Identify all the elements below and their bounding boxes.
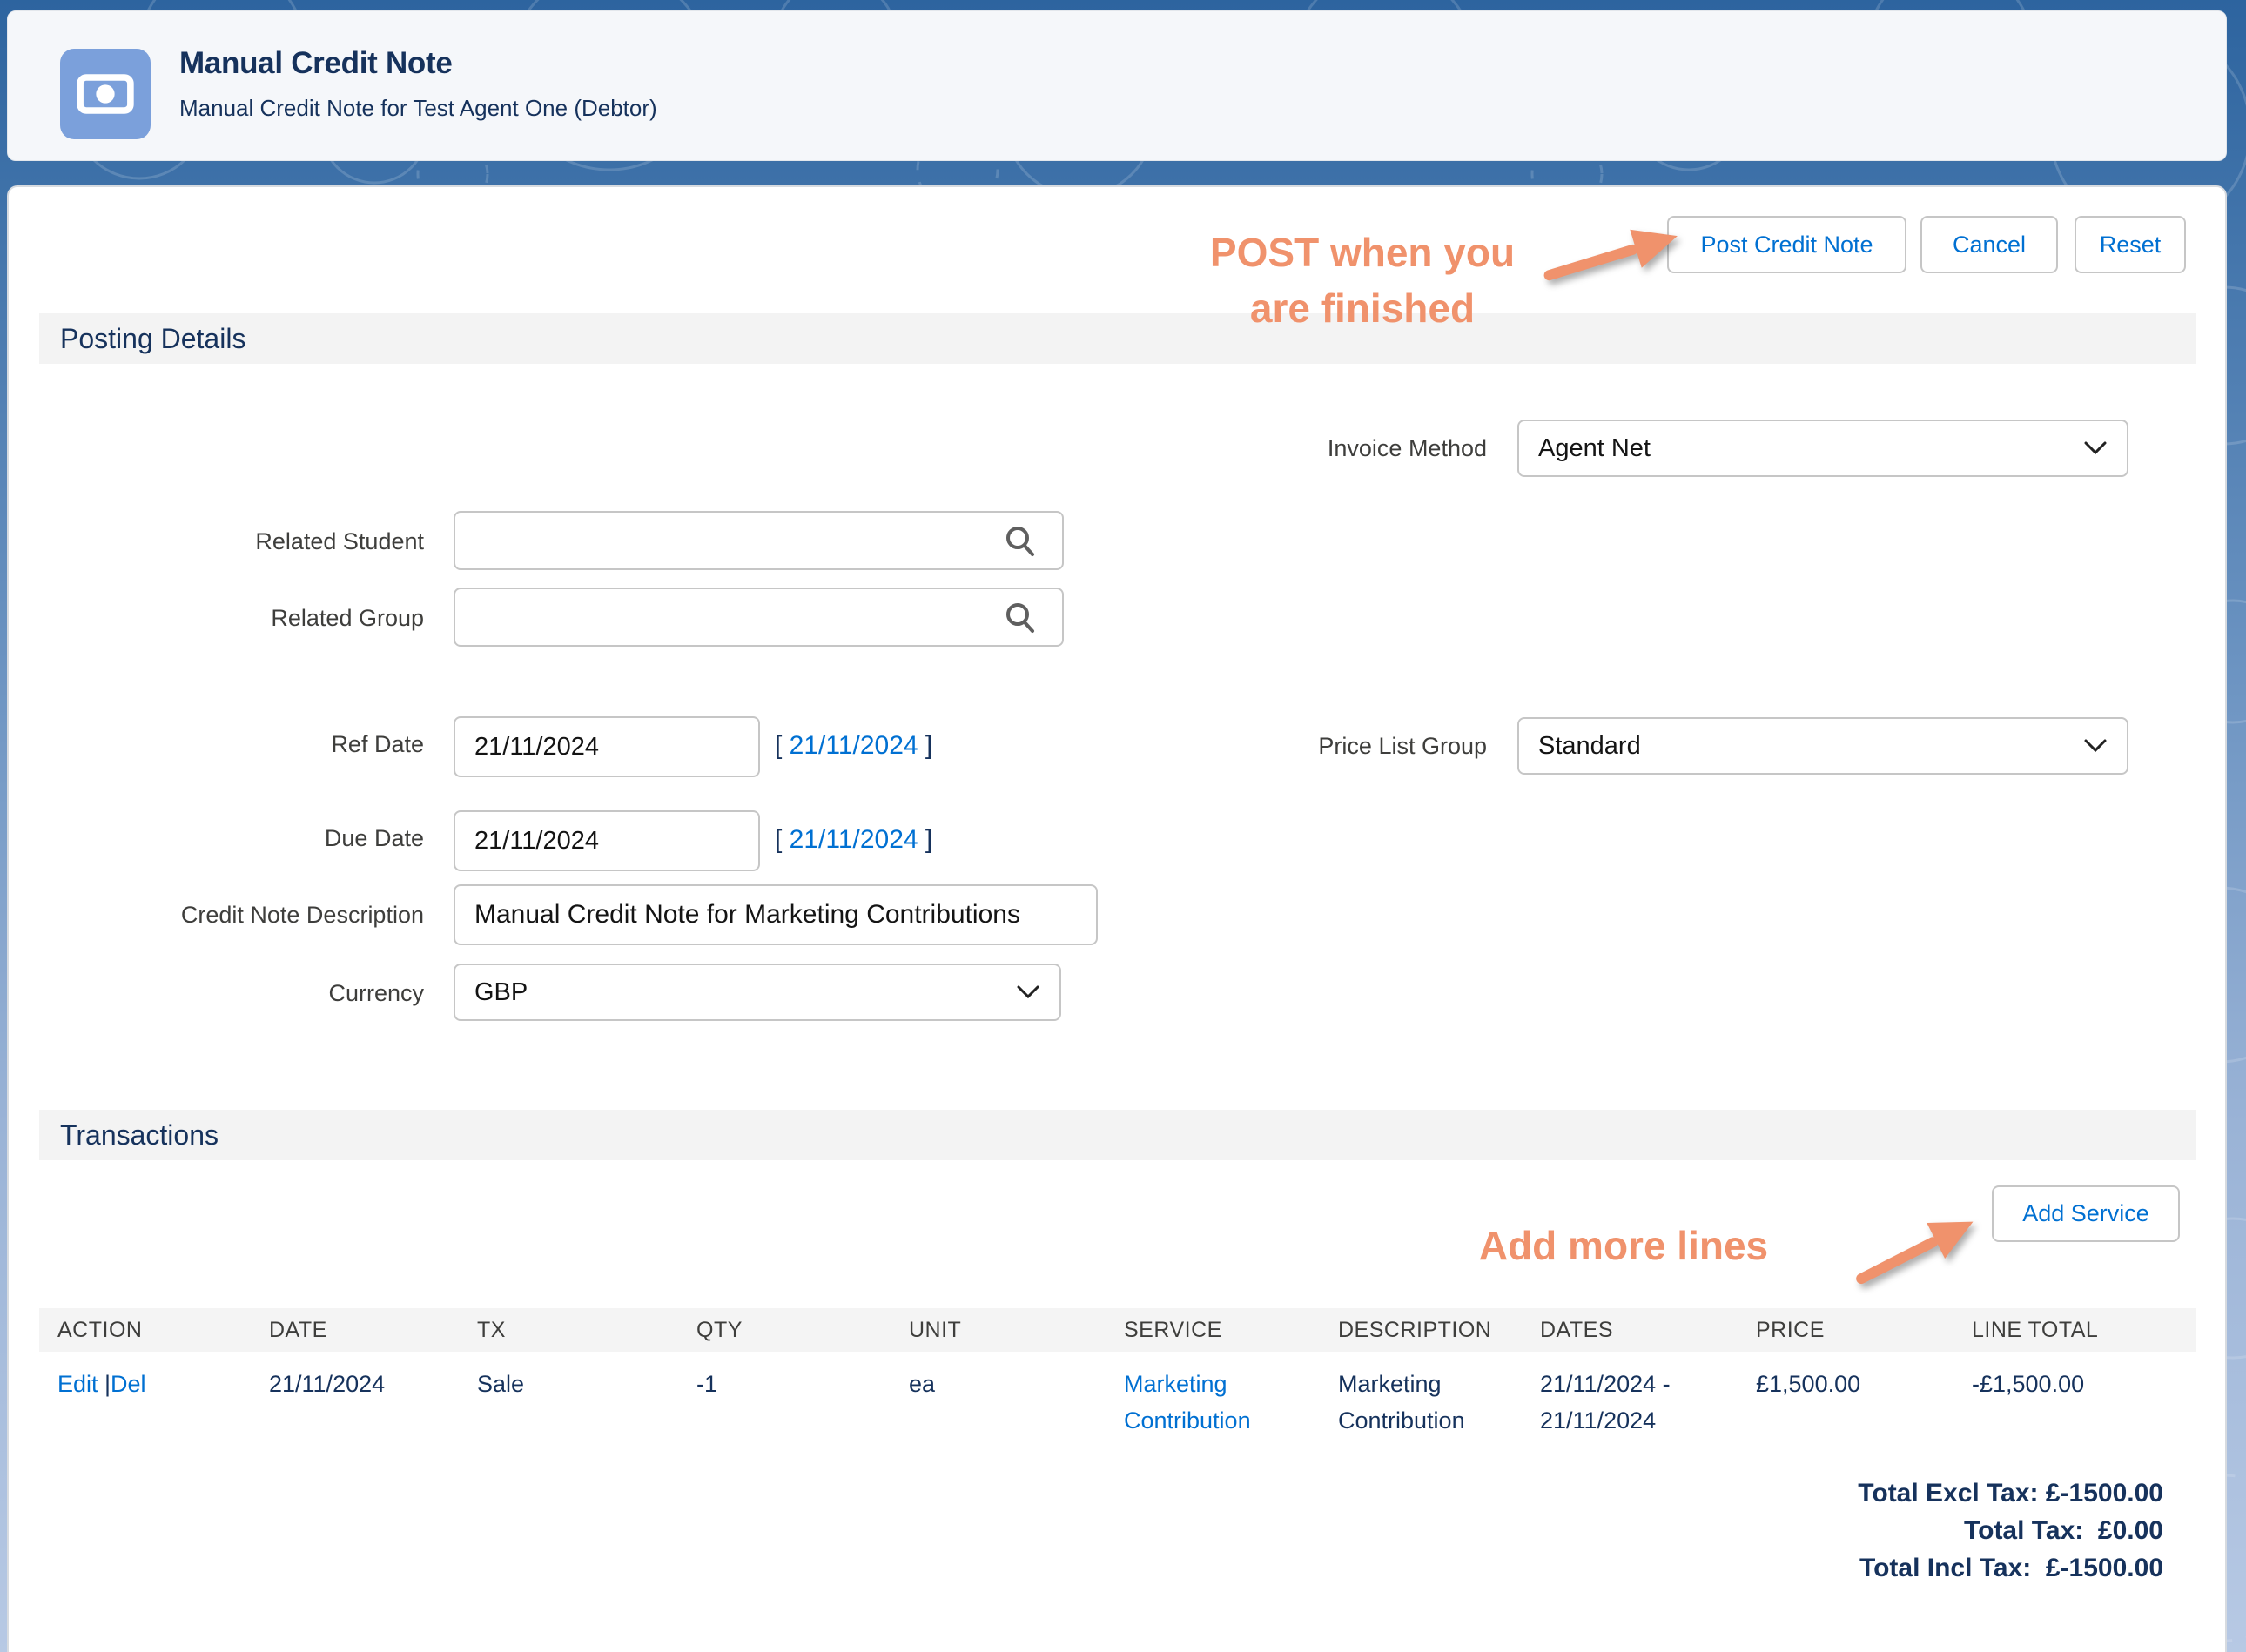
service-link[interactable]: Marketing Contribution bbox=[1124, 1371, 1251, 1434]
credit-note-description-input[interactable] bbox=[454, 884, 1098, 945]
col-header-tx: TX bbox=[459, 1308, 678, 1352]
ref-date-label: Ref Date bbox=[331, 731, 424, 757]
totals-block: Total Excl Tax: £-1500.00 Total Tax: £0.… bbox=[1858, 1474, 2163, 1587]
del-link[interactable]: Del bbox=[111, 1371, 146, 1397]
ref-date-today-link[interactable]: 21/11/2024 bbox=[789, 731, 918, 760]
total-tax: Total Tax: £0.00 bbox=[1964, 1516, 2163, 1545]
table-row: Edit |Del 21/11/2024 Sale -1 ea Marketin… bbox=[39, 1352, 2196, 1439]
ref-date-input[interactable] bbox=[454, 716, 760, 777]
banknote-icon bbox=[60, 49, 151, 139]
edit-link[interactable]: Edit bbox=[57, 1371, 98, 1397]
due-date-label: Due Date bbox=[324, 825, 424, 851]
col-header-service: SERVICE bbox=[1106, 1308, 1320, 1352]
transactions-table: ACTION DATE TX QTY UNIT SERVICE DESCRIPT… bbox=[39, 1308, 2196, 1439]
search-icon[interactable] bbox=[1003, 601, 1038, 635]
col-header-line-total: LINE TOTAL bbox=[1953, 1308, 2196, 1352]
service-cell: Marketing Contribution bbox=[1106, 1352, 1320, 1439]
date-cell: 21/11/2024 bbox=[269, 1371, 386, 1397]
col-header-date: DATE bbox=[251, 1308, 459, 1352]
col-header-price: PRICE bbox=[1738, 1308, 1953, 1352]
chevron-down-icon bbox=[2084, 441, 2107, 455]
col-header-unit: UNIT bbox=[891, 1308, 1106, 1352]
annotation-post-note: POST when you are finished bbox=[1209, 230, 1516, 331]
annotation-arrow-post bbox=[1543, 229, 1678, 281]
col-header-description: DESCRIPTION bbox=[1320, 1308, 1522, 1352]
unit-cell: ea bbox=[909, 1371, 936, 1397]
col-header-action: ACTION bbox=[39, 1308, 251, 1352]
invoice-method-label: Invoice Method bbox=[1327, 435, 1487, 461]
related-student-input[interactable] bbox=[454, 511, 1064, 570]
page-title: Manual Credit Note bbox=[179, 46, 453, 80]
chevron-down-icon bbox=[1017, 985, 1039, 999]
cancel-button[interactable]: Cancel bbox=[1920, 216, 2058, 273]
ref-date-shortcut: [ 21/11/2024 ] bbox=[775, 731, 933, 760]
action-cell: Edit |Del bbox=[57, 1371, 146, 1397]
total-excl-tax: Total Excl Tax: £-1500.00 bbox=[1858, 1479, 2163, 1508]
tx-cell: Sale bbox=[477, 1371, 525, 1397]
total-incl-tax: Total Incl Tax: £-1500.00 bbox=[1859, 1554, 2163, 1582]
currency-label: Currency bbox=[328, 980, 424, 1006]
search-icon[interactable] bbox=[1003, 524, 1038, 559]
posting-details-section-header: Posting Details bbox=[39, 313, 2196, 364]
transactions-section-header: Transactions bbox=[39, 1110, 2196, 1160]
invoice-method-select[interactable]: Agent Net bbox=[1517, 420, 2128, 477]
due-date-input[interactable] bbox=[454, 810, 760, 871]
table-header-row: ACTION DATE TX QTY UNIT SERVICE DESCRIPT… bbox=[39, 1308, 2196, 1352]
currency-select[interactable]: GBP bbox=[454, 964, 1061, 1021]
related-group-input[interactable] bbox=[454, 588, 1064, 647]
page-subtitle: Manual Credit Note for Test Agent One (D… bbox=[179, 95, 657, 121]
page-header: Manual Credit Note Manual Credit Note fo… bbox=[7, 10, 2227, 161]
dates-cell: 21/11/2024 - 21/11/2024 bbox=[1540, 1371, 1671, 1434]
related-group-label: Related Group bbox=[271, 605, 424, 631]
reset-button[interactable]: Reset bbox=[2075, 216, 2186, 273]
due-date-shortcut: [ 21/11/2024 ] bbox=[775, 825, 933, 854]
credit-note-description-label: Credit Note Description bbox=[180, 902, 424, 928]
annotation-arrow-add bbox=[1856, 1221, 1974, 1285]
price-cell: £1,500.00 bbox=[1756, 1371, 1861, 1397]
chevron-down-icon bbox=[2084, 739, 2107, 753]
col-header-dates: DATES bbox=[1522, 1308, 1738, 1352]
description-cell: Marketing Contribution bbox=[1338, 1371, 1465, 1434]
line-total-cell: -£1,500.00 bbox=[1972, 1371, 2085, 1397]
price-list-group-select[interactable]: Standard bbox=[1517, 717, 2128, 775]
due-date-today-link[interactable]: 21/11/2024 bbox=[789, 825, 918, 854]
related-student-label: Related Student bbox=[255, 528, 424, 554]
qty-cell: -1 bbox=[696, 1371, 718, 1397]
col-header-qty: QTY bbox=[678, 1308, 891, 1352]
add-service-button[interactable]: Add Service bbox=[1992, 1185, 2180, 1242]
price-list-group-label: Price List Group bbox=[1318, 733, 1487, 759]
post-credit-note-button[interactable]: Post Credit Note bbox=[1667, 216, 1906, 273]
annotation-add-lines: Add more lines bbox=[1478, 1223, 1769, 1268]
